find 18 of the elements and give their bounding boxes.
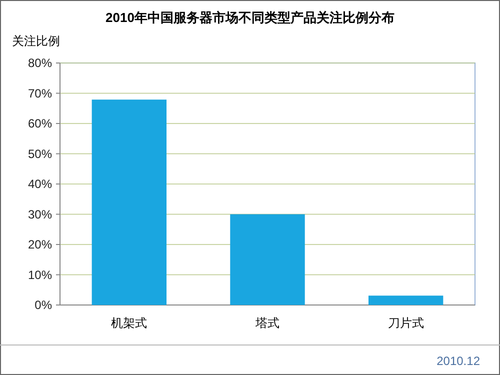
x-tick-label: 塔式 [254, 316, 280, 330]
x-tick-label: 刀片式 [388, 316, 424, 330]
y-tick-label: 70% [28, 86, 52, 100]
y-tick-label: 50% [28, 146, 52, 161]
bar [92, 100, 167, 305]
y-tick-label: 30% [28, 207, 52, 222]
chart-title: 2010年中国服务器市场不同类型产品关注比例分布 [106, 10, 394, 25]
y-tick-label: 20% [28, 238, 52, 252]
bar [230, 214, 305, 305]
y-tick-label: 80% [28, 56, 52, 70]
text: 2010.12 [436, 354, 480, 368]
y-axis-title: 关注比例 [12, 34, 60, 48]
bar [368, 296, 444, 305]
y-tick-label: 0% [34, 298, 52, 312]
y-tick-label: 10% [28, 268, 52, 282]
y-tick-label: 40% [28, 177, 52, 192]
x-tick-label: 机架式 [111, 316, 148, 330]
y-tick-label: 60% [28, 116, 52, 131]
